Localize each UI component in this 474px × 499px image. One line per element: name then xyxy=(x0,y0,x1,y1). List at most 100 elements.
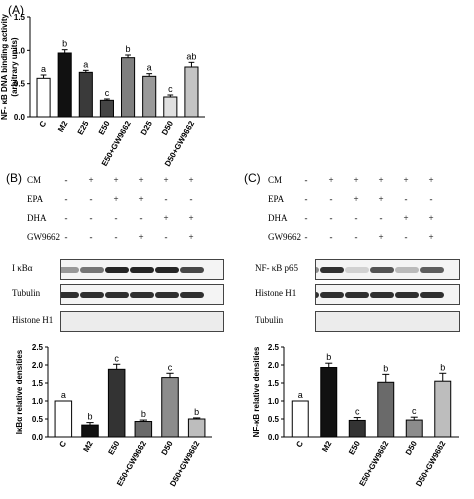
panel-c-blot-band xyxy=(320,291,344,298)
panel-c-treatment-sign: + xyxy=(428,175,434,185)
panel-b-treatment-sign: - xyxy=(189,194,193,204)
chart-a-bar xyxy=(99,99,114,118)
chart-a-tick-label: 1.5 xyxy=(14,13,26,22)
chart-a-bar xyxy=(142,75,157,118)
panel-c-treatment-sign: - xyxy=(354,232,358,242)
panel-c-row-label-dha: DHA xyxy=(268,213,288,223)
chart-b-tick-label: 2.5 xyxy=(32,343,44,352)
panel-b-blot-band xyxy=(155,291,179,298)
panel-b-treatment-sign: + xyxy=(113,175,119,185)
chart-a-significance-letter: ab xyxy=(186,51,196,61)
panel-c-treatment-sign: - xyxy=(329,232,333,242)
panel-c-treatment-sign: + xyxy=(428,232,434,242)
panel-c-blot-band xyxy=(370,291,394,298)
panel-c-blot-label: Histone H1 xyxy=(255,287,297,298)
panel-b-row-label-gw9662: GW9662 xyxy=(27,232,60,242)
chart-b-tick-label: 1.5 xyxy=(32,379,44,388)
panel-c-blot-band xyxy=(345,291,369,298)
chart-b-tick-label: 1.0 xyxy=(32,397,44,406)
chart-a-category-label: E25 xyxy=(76,119,91,136)
chart-c-bar xyxy=(291,400,309,438)
chart-c-bar xyxy=(348,419,366,438)
panel-c-treatment-sign: + xyxy=(378,232,384,242)
chart-a-bar xyxy=(184,66,199,118)
panel-c-treatment-sign: - xyxy=(304,175,308,185)
chart-b-significance-letter: b xyxy=(194,407,199,417)
panel-c-treatment-sign: + xyxy=(378,175,384,185)
panel-b-blot-strip xyxy=(60,284,224,305)
panel-c-blot-band xyxy=(370,266,394,273)
panel-b-treatment-sign: - xyxy=(164,194,168,204)
panel-b-treatment-sign: + xyxy=(138,232,144,242)
panel-b-blot-band xyxy=(130,291,154,298)
panel-b-treatment-sign: - xyxy=(64,175,68,185)
chart-b-category-label: D50 xyxy=(160,439,175,457)
chart-c-significance-letter: a xyxy=(298,390,303,400)
panel-b-treatment-sign: + xyxy=(138,194,144,204)
panel-b-blot-strip xyxy=(60,259,224,280)
chart-b-significance-letter: b xyxy=(141,409,146,419)
panel-c-treatment-sign: + xyxy=(403,213,409,223)
panel-c-treatment-sign: - xyxy=(354,213,358,223)
panel-b-blot-strip xyxy=(60,311,224,332)
chart-a-category-label: M2 xyxy=(56,119,70,134)
panel-b-blot-band xyxy=(80,291,104,298)
panel-b-treatment-sign: - xyxy=(89,213,93,223)
panel-c-blot-band xyxy=(395,266,419,273)
chart-a-category-label: D25 xyxy=(139,119,154,137)
panel-c-treatment-sign: - xyxy=(304,194,308,204)
chart-c-tick-label: 2.5 xyxy=(268,343,280,352)
panel-b-treatment-sign: + xyxy=(138,175,144,185)
chart-a-bar xyxy=(57,52,72,118)
panel-b-blot-band xyxy=(80,266,104,273)
chart-c-category-label: D50+GW9662 xyxy=(414,439,448,488)
panel-c-treatment-sign: + xyxy=(378,194,384,204)
panel-c-treatment-sign: - xyxy=(304,232,308,242)
chart-b-tick-label: 0.5 xyxy=(32,415,44,424)
panel-b-treatment-sign: + xyxy=(188,213,194,223)
panel-c-treatment-sign: + xyxy=(328,175,334,185)
chart-c-tick-label: 1.5 xyxy=(268,379,280,388)
panel-b-blot-band xyxy=(105,291,129,298)
panel-c-blot-label: Tubulin xyxy=(255,314,284,325)
panel-b-treatment-sign: + xyxy=(88,175,94,185)
panel-c-treatment-sign: - xyxy=(329,194,333,204)
chart-a-y-axis-label: NF- κB DNA binding activity(arbitrary un… xyxy=(0,13,19,119)
chart-c-tick-label: 2.0 xyxy=(268,361,280,370)
chart-c-bar xyxy=(377,381,395,438)
panel-b-treatment-sign: - xyxy=(64,213,68,223)
chart-a-significance-letter: a xyxy=(83,59,88,69)
panel-b-treatment-sign: + xyxy=(113,194,119,204)
chart-c-y-axis-label: NF-κB relative densities xyxy=(252,346,261,437)
panel-c-blot-strip xyxy=(315,284,460,305)
panel-b-treatment-sign: + xyxy=(163,175,169,185)
panel-c-blot-strip xyxy=(315,311,460,332)
chart-c-significance-letter: b xyxy=(326,352,331,362)
chart-b-category-label: M2 xyxy=(81,439,95,454)
panel-b-treatment-sign: - xyxy=(89,232,93,242)
chart-a-significance-letter: b xyxy=(62,39,67,49)
panel-c-blot-band xyxy=(345,266,369,273)
chart-b-tick-label: 2.0 xyxy=(32,361,44,370)
chart-b-category-label: C xyxy=(57,439,68,449)
panel-c-row-label-gw9662: GW9662 xyxy=(268,232,301,242)
panel-a-tag: (A) xyxy=(8,3,24,17)
chart-b-bar xyxy=(161,377,179,438)
panel-c-row-label-cm: CM xyxy=(268,175,283,185)
chart-b-bar xyxy=(134,421,153,438)
panel-c-treatment-sign: - xyxy=(429,194,433,204)
panel-b-treatment-sign: - xyxy=(164,232,168,242)
chart-c-category-label: E50 xyxy=(347,439,362,456)
chart-c-tick-label: 0.5 xyxy=(268,415,280,424)
chart-a-category-label: C xyxy=(38,119,49,129)
chart-c-bar xyxy=(434,380,452,438)
panel-b-blot-band xyxy=(155,266,179,273)
chart-c-bar xyxy=(320,367,338,438)
panel-c-treatment-sign: + xyxy=(403,175,409,185)
chart-c-bar xyxy=(405,419,423,438)
chart-a-bar xyxy=(163,96,178,118)
panel-b-treatment-sign: - xyxy=(139,213,143,223)
panel-c-treatment-sign: - xyxy=(329,213,333,223)
panel-c-tag: (C) xyxy=(244,171,261,185)
chart-b-tick-label: 0.0 xyxy=(32,433,44,442)
